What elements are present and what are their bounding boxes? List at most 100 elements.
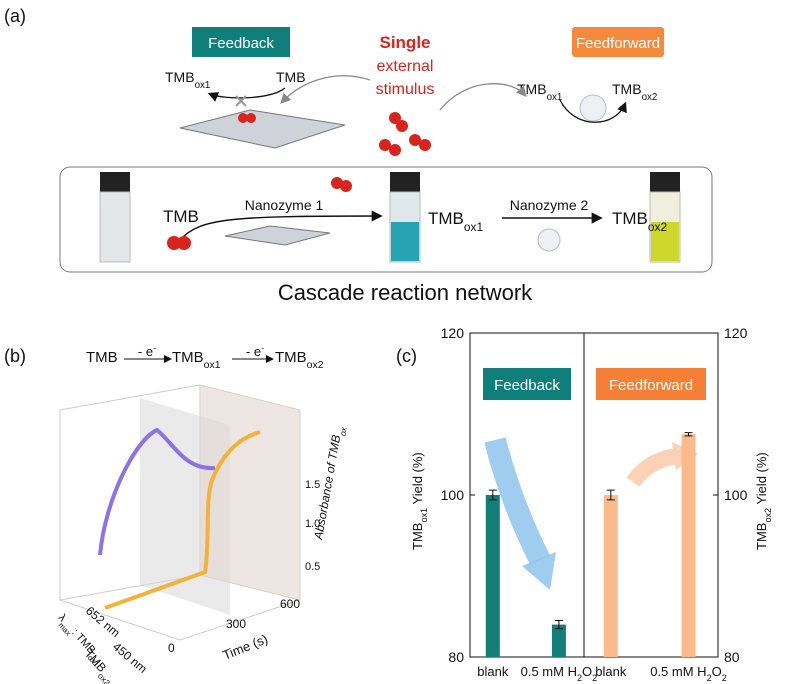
text-part: - e (246, 344, 261, 359)
o2-molecules (238, 112, 431, 156)
graphene-sheet (224, 225, 331, 246)
text-part: TMB (517, 81, 547, 97)
ox1-curve (98, 427, 216, 556)
x-tick: 300 (226, 617, 246, 631)
y-axis-label: TMBox1 Yield (%) (410, 452, 429, 550)
vials (99, 172, 681, 263)
trend-arrow (626, 448, 680, 487)
text-part: TMB (172, 349, 204, 366)
y-tick-label: 120 (441, 325, 465, 341)
y-tick-label: 80 (448, 649, 464, 665)
text-part: ox1 (195, 80, 211, 91)
nanozyme-icon (537, 228, 561, 252)
stimulus-text: stimulus (376, 81, 435, 98)
scheme-text: TMB (86, 349, 118, 366)
z-tick: 1.5 (305, 479, 320, 491)
species-label: TMBox1 (428, 209, 483, 234)
y2-axis-label: TMBox2 Yield (%) (754, 452, 773, 550)
blocked-mark (235, 95, 247, 107)
text-part: TMB (275, 349, 307, 366)
text-part: TMB (612, 81, 642, 97)
cascade-box (59, 166, 713, 273)
text-part: O (712, 664, 722, 679)
bar (551, 624, 566, 657)
species-label: TMBox1 (165, 69, 210, 91)
scheme-text: TMBox2 (275, 349, 324, 371)
reaction-arrow (559, 99, 627, 123)
y-tick-label: 100 (441, 487, 465, 503)
text-part: ox2 (307, 359, 324, 371)
o2-molecule (167, 236, 181, 250)
error-bar (684, 432, 693, 437)
feedforward-badge (572, 27, 664, 57)
text-part: TMB (612, 209, 648, 228)
text-part: - (153, 343, 156, 353)
ox2-curve (104, 430, 261, 610)
text-part: ox1 (547, 92, 563, 103)
nanozyme-icon (579, 94, 607, 122)
text-part: ox2 (648, 220, 668, 234)
caption: Cascade reaction network (278, 280, 533, 305)
text-part: TMB (754, 523, 769, 550)
species-label: TMBox2 (612, 209, 667, 234)
y-tick: 652 nm (83, 604, 123, 640)
text-part: 0.5 mM H (521, 664, 577, 679)
x-axis-label: Time (s) (221, 631, 270, 663)
text-part: - (261, 343, 264, 353)
series-badge (483, 368, 571, 400)
feedback-label: Feedback (208, 35, 274, 52)
step-label: Nanozyme 2 (510, 197, 589, 213)
x-tick-label: 0.5 mM H2O2 (521, 664, 598, 683)
bar (681, 434, 696, 657)
text-part: Yield (%) (754, 452, 769, 508)
x-tick-label: 0.5 mM H2O2 (650, 664, 727, 683)
species-label: TMB (163, 207, 199, 226)
x-tick-label: blank (595, 664, 627, 679)
trend-arrow (522, 552, 556, 590)
text-part: TMB (165, 69, 195, 85)
series-badge (596, 368, 706, 400)
panel-label: (a) (4, 6, 26, 26)
series-name: Feedforward (609, 377, 693, 394)
text-part: ox (337, 426, 349, 437)
text-part: blank (595, 664, 627, 679)
text-part: O (582, 664, 592, 679)
text-part: 2 (707, 673, 712, 683)
stimulus-text: Single (379, 33, 430, 52)
text-part: ox2 (642, 92, 658, 103)
y-tick: 450 nm (110, 640, 150, 676)
error-bar (554, 620, 563, 630)
species-label: TMBox2 (612, 81, 657, 103)
text-part: TMB (410, 523, 425, 550)
x-tick: 0 (168, 641, 175, 655)
o2-molecule (340, 180, 352, 192)
reaction-arrow (207, 87, 286, 102)
scheme-step: - e- (138, 343, 156, 359)
y2-tick-label: 120 (724, 325, 748, 341)
text-part: 2 (592, 673, 597, 683)
plane (200, 385, 300, 600)
text-part: ox1 (204, 359, 221, 371)
scheme-text: TMBox1 (172, 349, 221, 371)
reaction-arrow (179, 210, 383, 241)
o2-molecule (177, 236, 191, 250)
z-tick: 0.5 (305, 561, 320, 573)
stimulus-arrow (439, 83, 527, 111)
text-part: 2 (577, 673, 582, 683)
text-part: - e (138, 344, 153, 359)
text-part: 2 (722, 673, 727, 683)
text-part: ox1 (419, 508, 429, 523)
error-bar (606, 489, 615, 501)
bar (603, 495, 618, 657)
x-tick-label: blank (477, 664, 509, 679)
panel-label: (c) (396, 346, 417, 366)
text-part: blank (477, 664, 509, 679)
text-part: TMB (428, 209, 464, 228)
text-part: ox2 (763, 508, 773, 523)
y2-tick-label: 80 (724, 649, 740, 665)
bar (485, 495, 500, 657)
y2-tick-label: 100 (724, 487, 748, 503)
series-name: Feedback (494, 377, 560, 394)
panel-label: (b) (4, 346, 26, 366)
